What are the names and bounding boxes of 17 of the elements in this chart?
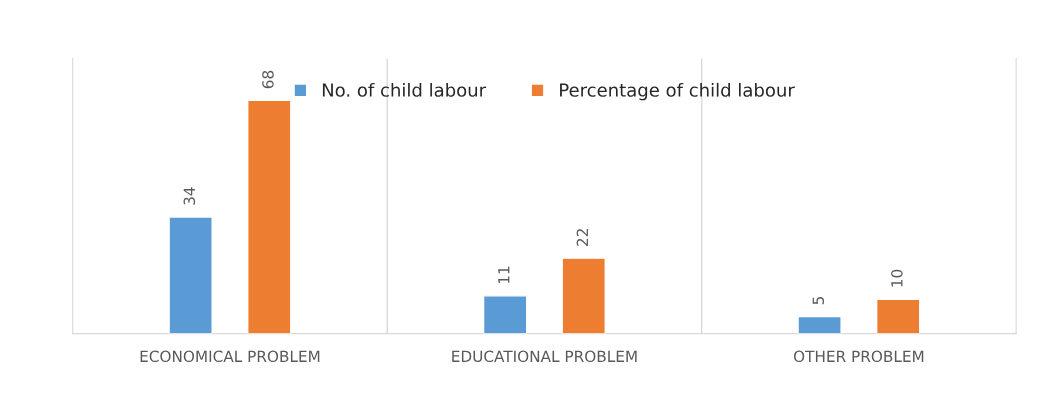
data-label: 34 bbox=[183, 187, 196, 205]
x-tick-label: ECONOMICAL PROBLEM bbox=[140, 350, 320, 363]
bar bbox=[797, 315, 842, 334]
bar bbox=[247, 99, 292, 334]
data-label: 68 bbox=[262, 70, 274, 89]
bar bbox=[875, 298, 921, 334]
x-tick-label: EDUCATIONAL PROBLEM bbox=[452, 350, 637, 363]
bar bbox=[168, 216, 213, 334]
data-label: 10 bbox=[891, 269, 903, 287]
data-label: 22 bbox=[576, 229, 588, 246]
data-label: 5 bbox=[812, 296, 825, 305]
legend-label: Percentage of child labour bbox=[560, 82, 795, 101]
bar bbox=[482, 295, 528, 334]
x-tick-label: OTHER PROBLEM bbox=[793, 350, 924, 363]
data-label: 11 bbox=[498, 266, 510, 284]
legend-label: No. of child labour bbox=[322, 82, 487, 97]
bar bbox=[561, 257, 606, 334]
